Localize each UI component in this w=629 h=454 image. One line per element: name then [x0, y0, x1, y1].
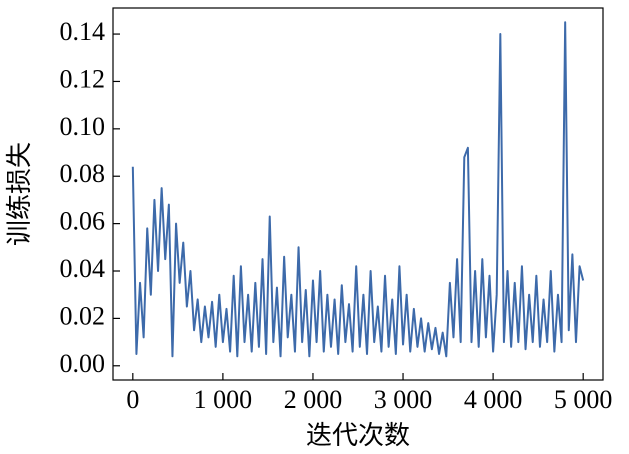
y-tick-label: 0.00: [60, 349, 106, 378]
y-tick-label: 0.12: [60, 64, 106, 93]
y-tick-label: 0.04: [60, 254, 106, 283]
y-tick-label: 0.08: [60, 159, 106, 188]
y-tick-label: 0.10: [60, 112, 106, 141]
loss-line: [131, 21, 585, 358]
y-tick-label: 0.14: [60, 17, 106, 46]
x-tick-label: 3 000: [374, 385, 433, 414]
x-tick-label: 2 000: [284, 385, 343, 414]
plot-frame: [112, 7, 604, 381]
y-tick-label: 0.06: [60, 207, 106, 236]
x-tick-label: 4 000: [464, 385, 523, 414]
x-tick-label: 0: [126, 385, 139, 414]
x-tick-label: 1 000: [194, 385, 253, 414]
x-tick-label: 5 000: [554, 385, 613, 414]
y-tick-label: 0.02: [60, 301, 106, 330]
y-axis-label: 训练损失: [5, 142, 34, 246]
x-axis-label: 迭代次数: [306, 421, 410, 450]
